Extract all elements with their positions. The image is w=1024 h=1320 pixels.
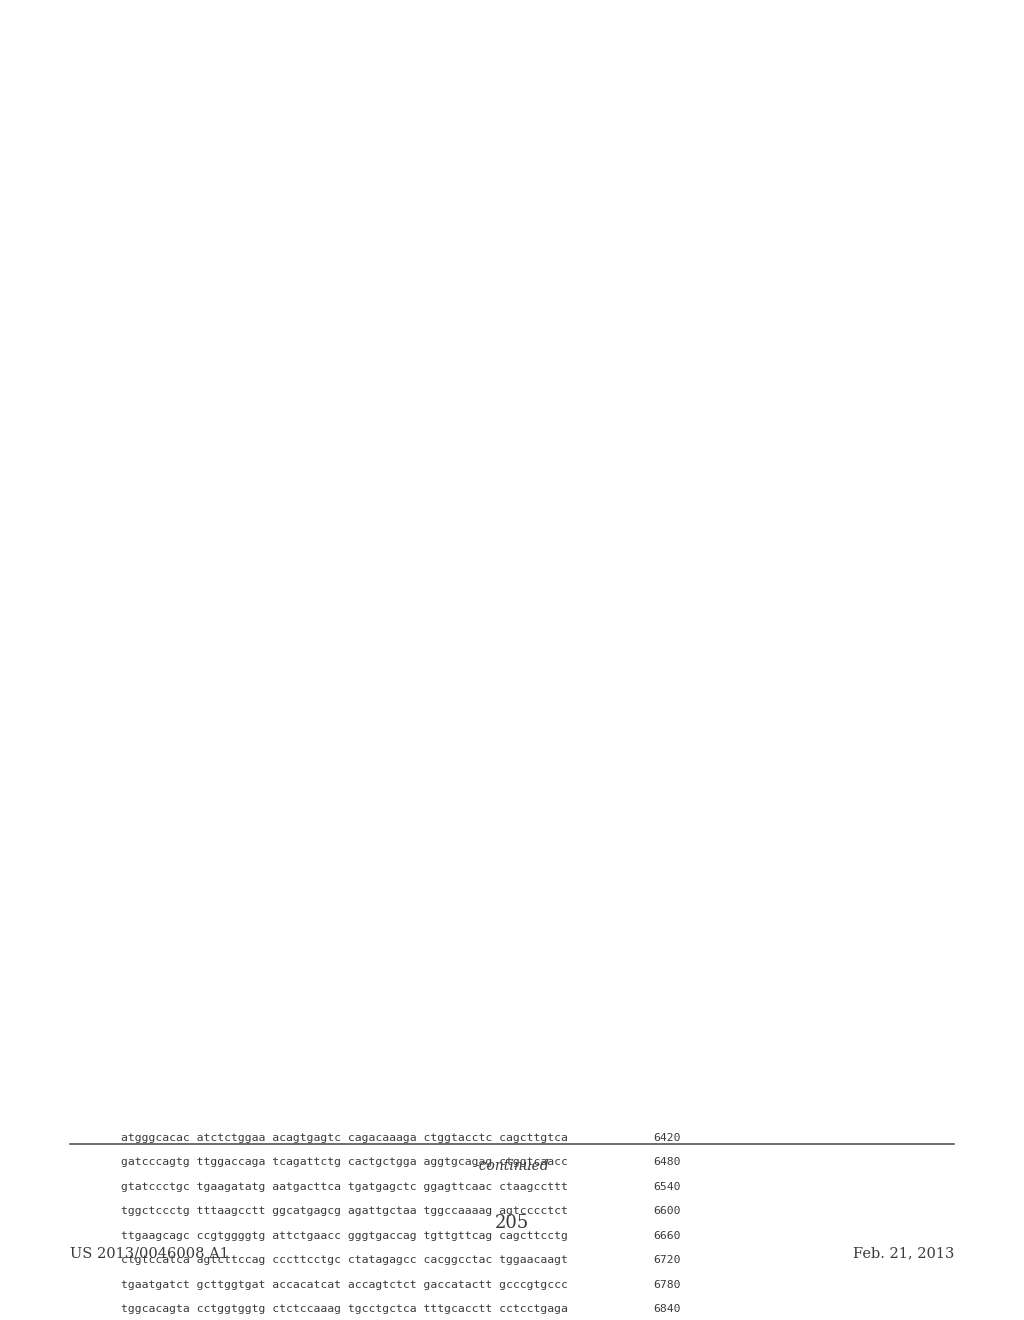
Text: 6840: 6840 [653, 1304, 681, 1315]
Text: gatcccagtg ttggaccaga tcagattctg cactgctgga aggtgcagag ctggtcaacc: gatcccagtg ttggaccaga tcagattctg cactgct… [121, 1158, 567, 1167]
Text: 6720: 6720 [653, 1255, 681, 1266]
Text: atgggcacac atctctggaa acagtgagtc cagacaaaga ctggtacctc cagcttgtca: atgggcacac atctctggaa acagtgagtc cagacaa… [121, 1133, 567, 1143]
Text: 6660: 6660 [653, 1230, 681, 1241]
Text: tggctccctg tttaagcctt ggcatgagcg agattgctaa tggccaaaag agtcccctct: tggctccctg tttaagcctt ggcatgagcg agattgc… [121, 1206, 567, 1216]
Text: tggcacagta cctggtggtg ctctccaaag tgcctgctca tttgcacctt cctcctgaga: tggcacagta cctggtggtg ctctccaaag tgcctgc… [121, 1304, 567, 1315]
Text: tgaatgatct gcttggtgat accacatcat accagtctct gaccatactt gcccgtgccc: tgaatgatct gcttggtgat accacatcat accagtc… [121, 1280, 567, 1290]
Text: ttgaagcagc ccgtggggtg attctgaacc gggtgaccag tgttgttcag cagcttcctg: ttgaagcagc ccgtggggtg attctgaacc gggtgac… [121, 1230, 567, 1241]
Text: 6480: 6480 [653, 1158, 681, 1167]
Text: 6420: 6420 [653, 1133, 681, 1143]
Text: 6540: 6540 [653, 1181, 681, 1192]
Text: 6600: 6600 [653, 1206, 681, 1216]
Text: ctgtccatca agtcttccag cccttcctgc ctatagagcc cacggcctac tggaacaagt: ctgtccatca agtcttccag cccttcctgc ctataga… [121, 1255, 567, 1266]
Text: US 2013/0046008 A1: US 2013/0046008 A1 [70, 1246, 228, 1261]
Text: -continued: -continued [475, 1159, 549, 1173]
Text: 205: 205 [495, 1214, 529, 1233]
Text: gtatccctgc tgaagatatg aatgacttca tgatgagctc ggagttcaac ctaagccttt: gtatccctgc tgaagatatg aatgacttca tgatgag… [121, 1181, 567, 1192]
Text: 6780: 6780 [653, 1280, 681, 1290]
Text: Feb. 21, 2013: Feb. 21, 2013 [853, 1246, 954, 1261]
